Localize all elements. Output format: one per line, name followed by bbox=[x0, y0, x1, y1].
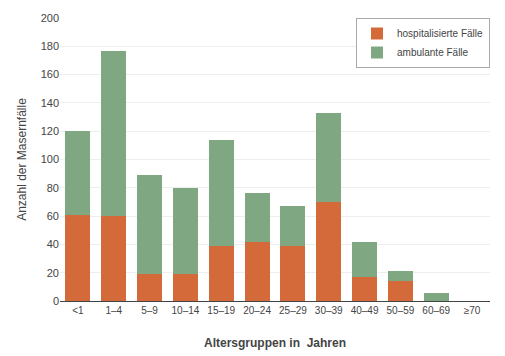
svg-text:100: 100 bbox=[41, 153, 59, 165]
svg-text:ambulante Fälle: ambulante Fälle bbox=[397, 47, 469, 58]
svg-text:60: 60 bbox=[47, 210, 59, 222]
svg-text:hospitalisierte Fälle: hospitalisierte Fälle bbox=[397, 28, 483, 39]
svg-text:15–19: 15–19 bbox=[207, 305, 235, 316]
svg-text:1–4: 1–4 bbox=[105, 305, 122, 316]
svg-text:20: 20 bbox=[47, 267, 59, 279]
svg-text:40–49: 40–49 bbox=[351, 305, 379, 316]
svg-text:60–69: 60–69 bbox=[422, 305, 450, 316]
svg-text:140: 140 bbox=[41, 97, 59, 109]
svg-text:50–59: 50–59 bbox=[387, 305, 415, 316]
svg-text:30–39: 30–39 bbox=[315, 305, 343, 316]
svg-text:180: 180 bbox=[41, 40, 59, 52]
svg-text:0: 0 bbox=[53, 295, 59, 307]
svg-text:Altersgruppen in Jahren: Altersgruppen in Jahren bbox=[204, 336, 346, 350]
svg-text:80: 80 bbox=[47, 182, 59, 194]
svg-text:160: 160 bbox=[41, 68, 59, 80]
svg-text:40: 40 bbox=[47, 238, 59, 250]
svg-text:5–9: 5–9 bbox=[141, 305, 158, 316]
svg-text:25–29: 25–29 bbox=[279, 305, 307, 316]
svg-text:<1: <1 bbox=[72, 305, 84, 316]
svg-text:120: 120 bbox=[41, 125, 59, 137]
svg-text:10–14: 10–14 bbox=[172, 305, 200, 316]
svg-text:20–24: 20–24 bbox=[243, 305, 271, 316]
svg-text:Anzahl der Masernfälle: Anzahl der Masernfälle bbox=[15, 98, 29, 221]
svg-text:200: 200 bbox=[41, 12, 59, 24]
svg-text:≥70: ≥70 bbox=[464, 305, 481, 316]
